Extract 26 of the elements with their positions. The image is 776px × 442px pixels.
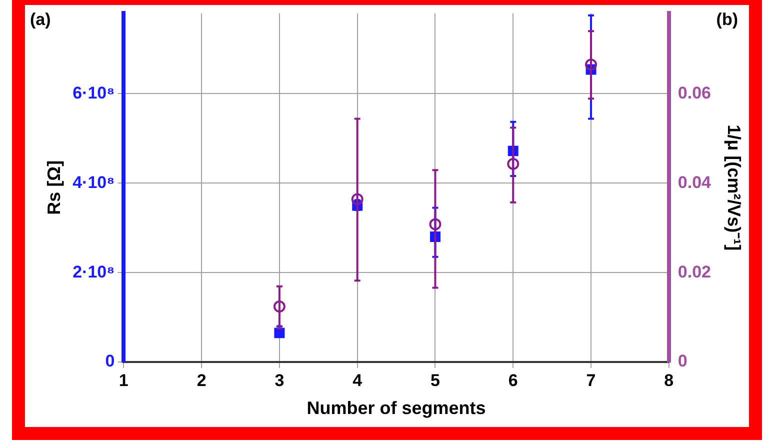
y2-tick-label: 0 bbox=[678, 352, 688, 371]
point bbox=[351, 193, 364, 206]
x-axis-title: Number of segments bbox=[306, 398, 486, 418]
x-tick-label: 6 bbox=[508, 370, 518, 390]
text: (b) bbox=[716, 10, 738, 30]
y2-axis-title: 1/μ [(cm²/Vs)⁻¹] bbox=[724, 124, 744, 251]
x-tick-label: 4 bbox=[352, 370, 363, 390]
y2-tick-label: 0.04 bbox=[678, 172, 712, 192]
y2-tick-label: 0.06 bbox=[678, 83, 712, 102]
point bbox=[585, 58, 598, 71]
x-tick-label: 5 bbox=[430, 370, 440, 390]
y-tick-label: 0 bbox=[105, 352, 115, 371]
y2-tick-label: 0.02 bbox=[678, 262, 712, 282]
x-tick-label: 1 bbox=[118, 370, 128, 390]
point bbox=[273, 300, 286, 313]
x-tick-label: 2 bbox=[196, 370, 206, 390]
y-tick-label: 6·10⁸ bbox=[72, 83, 115, 102]
y-axis-title: Rs [Ω] bbox=[44, 160, 64, 215]
x-tick-label: 7 bbox=[586, 370, 596, 390]
point bbox=[507, 158, 520, 170]
y-tick-label: 4·10⁸ bbox=[72, 172, 115, 192]
y-tick-label: 2·10⁸ bbox=[72, 262, 115, 282]
text: (a) bbox=[30, 10, 51, 30]
x-tick-label: 3 bbox=[274, 370, 284, 390]
x-tick-label: 8 bbox=[664, 370, 674, 390]
point bbox=[429, 218, 442, 230]
